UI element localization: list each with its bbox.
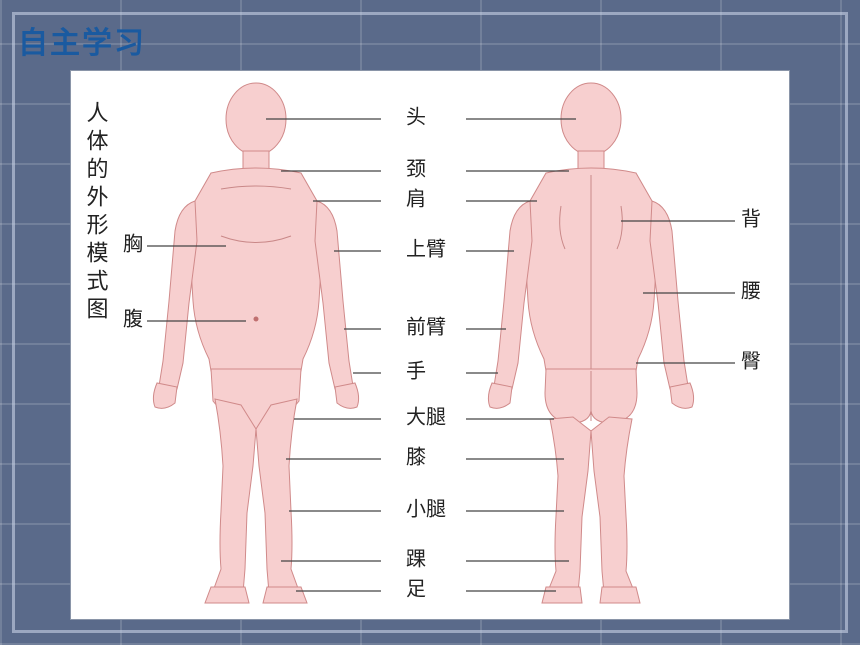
- label-foot: 足: [406, 579, 426, 601]
- label-upperarm: 上臂: [406, 238, 446, 261]
- label-back-part: 背: [741, 208, 761, 231]
- label-hip: 臀: [741, 351, 761, 373]
- label-shin: 小腿: [406, 498, 446, 521]
- back-figure: [488, 83, 693, 603]
- label-forearm: 前臂: [406, 316, 446, 339]
- label-ankle: 踝: [406, 549, 426, 571]
- label-knee: 膝: [406, 446, 426, 469]
- front-figure: [153, 83, 358, 603]
- label-waist: 腰: [741, 281, 761, 303]
- label-thigh: 大腿: [406, 406, 446, 429]
- slide-title: 自主学习: [18, 18, 146, 62]
- label-neck: 颈: [406, 159, 426, 181]
- label-shoulder: 肩: [406, 188, 426, 211]
- label-hand: 手: [406, 360, 426, 383]
- label-head: 头: [406, 106, 426, 129]
- label-chest: 胸: [123, 233, 143, 256]
- label-belly: 腹: [123, 308, 143, 331]
- body-diagram: 人体的外形模式图: [70, 70, 790, 620]
- diagram-caption: 人体的外形模式图: [84, 101, 109, 325]
